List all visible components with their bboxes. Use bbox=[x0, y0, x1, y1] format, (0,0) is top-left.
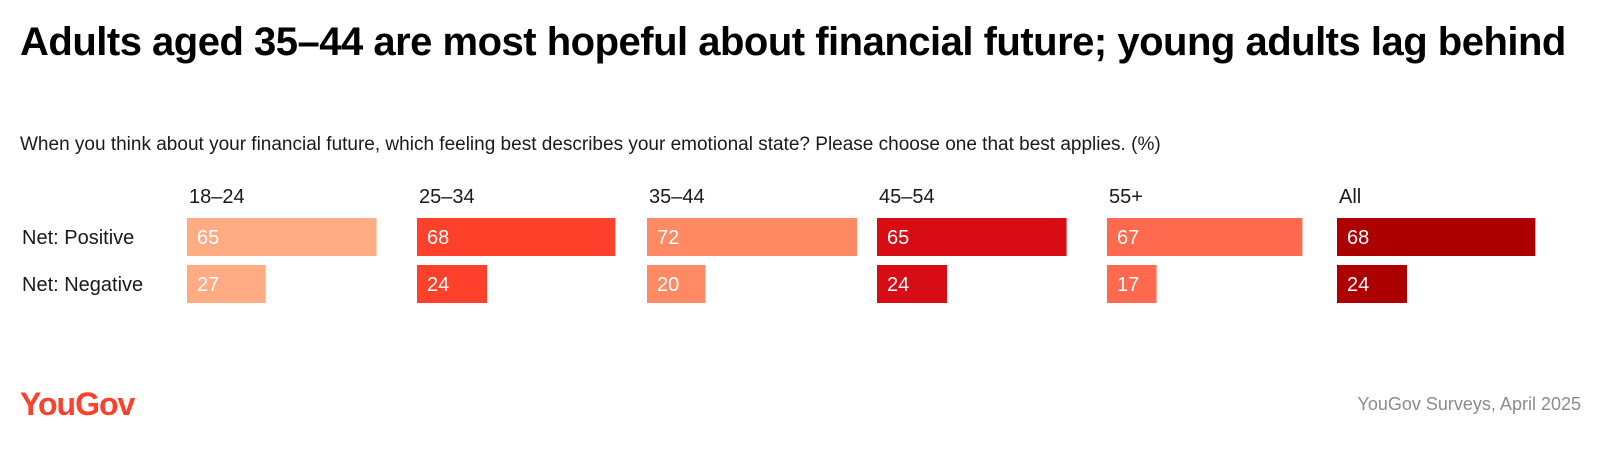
group-header: 35–44 bbox=[649, 186, 705, 208]
bar-value-label: 68 bbox=[1347, 227, 1369, 249]
bar-value-label: 24 bbox=[427, 274, 449, 296]
bar bbox=[1337, 265, 1407, 303]
bar-value-label: 65 bbox=[887, 227, 909, 249]
bar bbox=[877, 265, 947, 303]
bar bbox=[647, 218, 857, 256]
group-header: 55+ bbox=[1109, 186, 1143, 208]
chart-area: Net: Positive Net: Negative 18–24 65 27 25–34… bbox=[22, 186, 1536, 303]
bar bbox=[417, 265, 487, 303]
row-label: Net: Positive bbox=[22, 227, 134, 249]
bar-value-label: 27 bbox=[197, 274, 219, 296]
bar-value-label: 68 bbox=[427, 227, 449, 249]
source-note: YouGov Surveys, April 2025 bbox=[1357, 394, 1581, 414]
bar-value-label: 72 bbox=[657, 227, 679, 249]
bar bbox=[187, 265, 266, 303]
yougov-logo: YouGov bbox=[20, 386, 135, 422]
chart-subtitle: When you think about your financial futu… bbox=[20, 134, 1161, 155]
bar bbox=[1107, 218, 1303, 256]
row-label: Net: Negative bbox=[22, 274, 143, 296]
bar bbox=[647, 265, 706, 303]
group-header: 45–54 bbox=[879, 186, 935, 208]
bar-value-label: 67 bbox=[1117, 227, 1139, 249]
bar-value-label: 17 bbox=[1117, 274, 1139, 296]
bar-value-label: 65 bbox=[197, 227, 219, 249]
group-header: 25–34 bbox=[419, 186, 475, 208]
bar-value-label: 24 bbox=[887, 274, 909, 296]
bar bbox=[187, 218, 377, 256]
bar bbox=[1107, 265, 1157, 303]
bar bbox=[1337, 218, 1536, 256]
group-header: All bbox=[1339, 186, 1361, 208]
bar bbox=[417, 218, 616, 256]
bar-value-label: 24 bbox=[1347, 274, 1369, 296]
group-header: 18–24 bbox=[189, 186, 245, 208]
chart-title: Adults aged 35–44 are most hopeful about… bbox=[20, 20, 1566, 64]
bar-value-label: 20 bbox=[657, 274, 679, 296]
bar bbox=[877, 218, 1067, 256]
